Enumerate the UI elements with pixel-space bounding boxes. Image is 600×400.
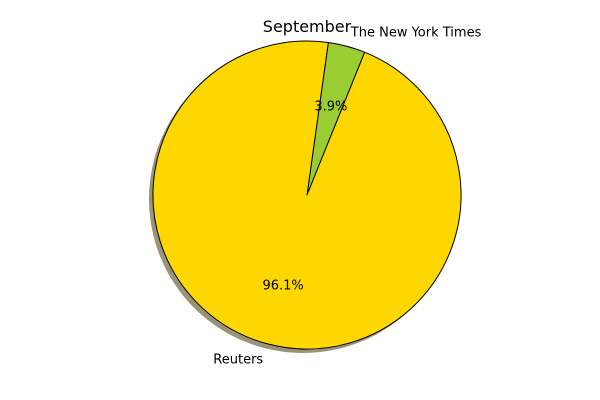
chart-title: September [263, 17, 352, 36]
slice-label-the-new-york-times: The New York Times [350, 25, 482, 40]
slice-percent-the-new-york-times: 3.9% [314, 100, 347, 115]
slice-label-reuters: Reuters [213, 353, 263, 368]
pie-labels: The New York Times 3.9% Reuters 96.1% [213, 25, 481, 367]
slice-percent-reuters: 96.1% [262, 278, 303, 293]
pie-slice-reuters [152, 40, 462, 350]
pie-slices [152, 40, 462, 350]
